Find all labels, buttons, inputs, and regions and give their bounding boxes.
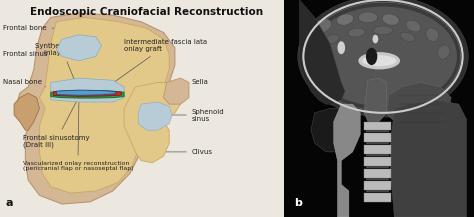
Text: Synthetic dural
inlay graft: Synthetic dural inlay graft — [36, 43, 89, 88]
Polygon shape — [311, 108, 356, 152]
Ellipse shape — [362, 55, 396, 66]
Text: Clivus: Clivus — [155, 149, 213, 155]
Bar — [364, 122, 391, 130]
Bar — [364, 193, 391, 202]
Polygon shape — [387, 82, 451, 126]
Text: Endoscopic Craniofacial Reconstruction: Endoscopic Craniofacial Reconstruction — [30, 7, 263, 16]
Ellipse shape — [406, 20, 420, 32]
Ellipse shape — [426, 28, 439, 41]
Polygon shape — [56, 90, 116, 95]
Bar — [364, 169, 391, 178]
Polygon shape — [124, 82, 181, 163]
Ellipse shape — [309, 7, 457, 106]
Ellipse shape — [324, 34, 339, 44]
Bar — [366, 142, 389, 144]
Ellipse shape — [366, 48, 377, 65]
Bar — [366, 178, 389, 180]
Bar — [366, 154, 389, 156]
Ellipse shape — [358, 12, 377, 23]
Bar — [364, 181, 391, 190]
Ellipse shape — [337, 41, 345, 54]
Bar — [364, 157, 391, 166]
Ellipse shape — [374, 26, 392, 35]
Text: Vascularized onlay reconstruction
(pericranial flap or nasoseptal flap): Vascularized onlay reconstruction (peric… — [23, 101, 133, 171]
Polygon shape — [17, 13, 175, 204]
Text: Sella: Sella — [155, 79, 209, 91]
Ellipse shape — [438, 45, 450, 59]
Text: Frontal sinus: Frontal sinus — [3, 48, 54, 57]
Polygon shape — [14, 93, 39, 130]
Ellipse shape — [373, 35, 378, 43]
Text: Nasal bone: Nasal bone — [3, 79, 45, 87]
Ellipse shape — [400, 32, 415, 42]
Text: Intermediate fascia lata
onlay graft: Intermediate fascia lata onlay graft — [104, 39, 207, 90]
Polygon shape — [51, 91, 124, 98]
Polygon shape — [138, 102, 172, 130]
Ellipse shape — [313, 19, 331, 33]
Polygon shape — [300, 0, 345, 104]
Bar — [366, 166, 389, 168]
Bar — [364, 145, 391, 154]
Text: a: a — [6, 198, 13, 208]
Text: Frontal bone: Frontal bone — [3, 25, 54, 31]
Polygon shape — [334, 104, 360, 217]
Polygon shape — [164, 78, 189, 104]
Polygon shape — [39, 17, 169, 193]
Ellipse shape — [358, 52, 400, 69]
Polygon shape — [56, 35, 101, 61]
Ellipse shape — [382, 14, 399, 25]
Ellipse shape — [337, 14, 354, 25]
Text: Frontal sinusotomy
(Drait III): Frontal sinusotomy (Drait III) — [23, 99, 89, 148]
Bar — [366, 130, 389, 132]
Text: Sphenoid
sinus: Sphenoid sinus — [161, 108, 224, 122]
Bar — [364, 133, 391, 142]
Text: b: b — [294, 198, 302, 208]
Polygon shape — [391, 100, 466, 217]
Ellipse shape — [298, 0, 468, 117]
Ellipse shape — [348, 28, 365, 37]
Bar — [366, 190, 389, 192]
Ellipse shape — [305, 2, 461, 111]
Polygon shape — [54, 91, 121, 96]
Polygon shape — [364, 78, 387, 122]
Polygon shape — [51, 78, 124, 102]
